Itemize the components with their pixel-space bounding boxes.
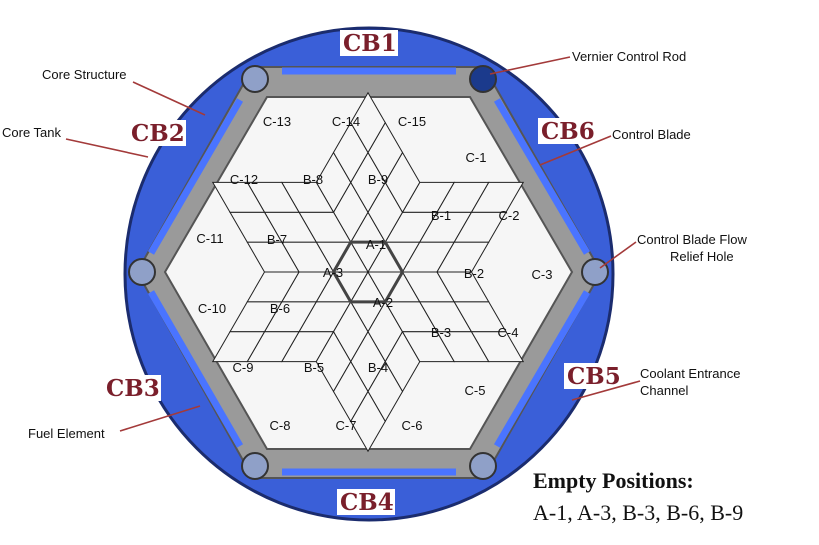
inner-hex-boundary [331,240,405,304]
fuel-cell [211,331,266,363]
fuel-position-c-9: C-9 [233,360,254,375]
control-blade-cb2 [147,98,244,255]
vernier-control-rod [469,65,497,93]
fuel-position-c-3: C-3 [532,267,553,282]
control-blade-cb3 [147,290,244,448]
fuel-position-a-2: A-2 [373,295,393,310]
callout-core-tank: Core Tank [2,125,62,140]
control-blade-labels: CB1 CB2 CB3 CB4 CB5 CB6 [103,30,622,516]
empty-positions-heading: Empty Positions: [533,468,694,493]
label-cb1: CB1 [343,30,397,57]
callout-relief-hole-line2: Relief Hole [670,249,734,264]
fuel-position-b-1: B-1 [431,208,451,223]
fuel-cell [470,181,525,213]
fuel-cell [211,181,266,213]
relief-hole [241,452,269,480]
relief-hole [469,452,497,480]
fuel-position-b-4: B-4 [368,360,388,375]
callout-control-blade: Control Blade [612,127,691,142]
fuel-position-c-2: C-2 [499,208,520,223]
relief-holes [128,65,609,480]
fuel-position-c-13: C-13 [263,114,291,129]
fuel-position-c-10: C-10 [198,301,226,316]
fuel-position-c-5: C-5 [465,383,486,398]
fuel-cell [350,390,386,453]
control-blade-cb5 [493,290,591,448]
fuel-cell [470,331,525,363]
label-cb3: CB3 [106,375,160,402]
fuel-position-c-1: C-1 [466,150,487,165]
fuel-cell [350,91,386,154]
callout-relief-hole-line1: Control Blade Flow [637,232,747,247]
fuel-position-c-6: C-6 [402,418,423,433]
callout-lines [65,56,641,432]
fuel-position-b-7: B-7 [267,232,287,247]
fuel-position-a-3: A-3 [323,265,343,280]
fuel-position-c-15: C-15 [398,114,426,129]
label-cb5: CB5 [567,363,621,390]
fuel-position-c-11: C-11 [196,231,223,246]
fuel-position-a-1: A-1 [366,237,386,252]
label-cb2: CB2 [131,120,185,147]
control-blades [147,67,591,476]
empty-positions-value: A-1, A-3, B-3, B-6, B-9 [533,500,743,525]
fuel-position-b-5: B-5 [304,360,324,375]
fuel-position-c-8: C-8 [270,418,291,433]
fuel-position-b-8: B-8 [303,172,323,187]
label-cb6: CB6 [541,118,595,145]
callout-vernier-control-rod: Vernier Control Rod [572,49,686,64]
fuel-position-c-14: C-14 [332,114,360,129]
fuel-position-b-6: B-6 [270,301,290,316]
label-cb4: CB4 [340,489,394,516]
callout-coolant-line1: Coolant Entrance [640,366,740,381]
relief-hole [581,258,609,286]
fuel-position-c-4: C-4 [498,325,519,340]
control-blade-cb6 [493,98,591,255]
callout-fuel-element: Fuel Element [28,426,105,441]
fuel-cell-labels: A-1 A-2 A-3 B-1 B-2 B-3 B-4 B-5 B-6 B-7 B-8 B-9 C-1 C… [196,114,552,433]
callouts: Vernier Control Rod Core Structure Core … [2,49,747,441]
fuel-cells [211,91,525,453]
relief-hole [241,65,269,93]
relief-hole [128,258,156,286]
callout-coolant-line2: Channel [640,383,689,398]
fuel-position-c-12: C-12 [230,172,258,187]
fuel-position-b-3: B-3 [431,325,451,340]
fuel-position-c-7: C-7 [336,418,357,433]
fuel-position-b-2: B-2 [464,266,484,281]
fuel-position-b-9: B-9 [368,172,388,187]
callout-core-structure: Core Structure [42,67,127,82]
